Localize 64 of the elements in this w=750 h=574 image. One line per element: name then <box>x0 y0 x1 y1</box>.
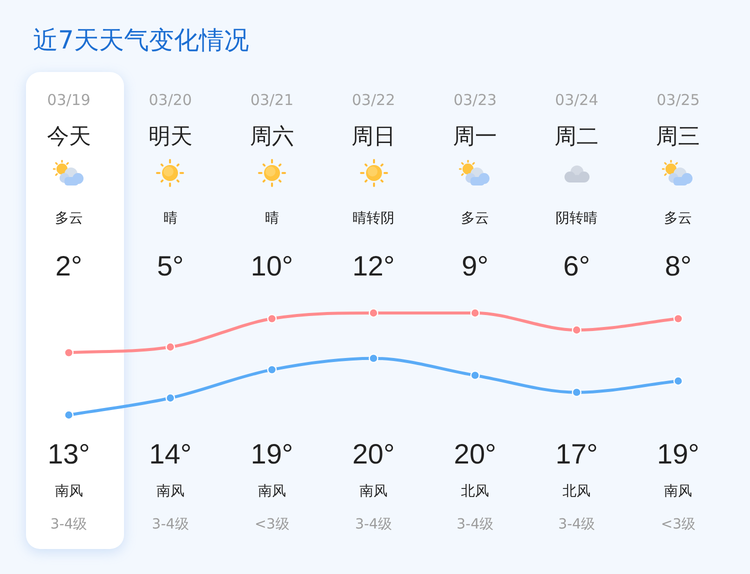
data-label: 2° <box>55 250 82 282</box>
text: 周二 <box>554 124 599 150</box>
text: 北风 <box>562 484 591 500</box>
x-tick-label: 03/21 <box>250 90 294 109</box>
data-label: 6° <box>563 250 590 282</box>
data-label: 14° <box>149 438 192 470</box>
x-tick-label: 03/22 <box>352 90 396 109</box>
point <box>368 308 378 318</box>
text: 3-4级 <box>355 516 392 533</box>
data-label: 8° <box>664 250 692 282</box>
x-tick-label: 03/25 <box>656 90 700 109</box>
data-label: 10° <box>250 250 294 282</box>
point <box>368 354 378 364</box>
data-label: 19° <box>250 438 294 470</box>
point <box>470 370 480 380</box>
text: 3-4级 <box>456 516 494 533</box>
point <box>267 314 277 324</box>
text: 多云 <box>461 210 490 227</box>
data-label: 20° <box>352 438 395 470</box>
point <box>267 364 277 374</box>
point <box>572 325 582 335</box>
text: 晴 <box>163 210 178 227</box>
text: 南风 <box>664 484 692 500</box>
point <box>166 393 176 403</box>
text: <3级 <box>660 516 696 533</box>
point <box>64 348 74 358</box>
data-label: 9° <box>462 250 488 282</box>
text: 3-4级 <box>50 516 88 533</box>
data-label: 19° <box>657 438 700 470</box>
text: 周一 <box>453 124 498 150</box>
x-tick-label: 03/20 <box>148 90 192 109</box>
x-tick-label: 03/19 <box>47 90 90 109</box>
text: 3-4级 <box>152 516 189 533</box>
text: 晴 <box>264 210 279 227</box>
data-label: 13° <box>48 438 90 470</box>
data-label: 12° <box>352 250 395 282</box>
data-label: 17° <box>555 438 598 470</box>
text: 南风 <box>360 484 388 500</box>
text: 南风 <box>258 484 286 500</box>
x-tick-label: 03/24 <box>555 90 598 109</box>
data-label: 5° <box>156 250 184 282</box>
text: 南风 <box>54 484 83 500</box>
data-label: 20° <box>454 438 496 470</box>
point <box>673 376 684 386</box>
text: 周六 <box>250 124 294 150</box>
text: 多云 <box>664 210 692 227</box>
text: 今天 <box>46 124 91 150</box>
point <box>572 388 582 398</box>
chart-title: 近7天天气变化情况 <box>33 26 249 54</box>
x-tick-label: 03/23 <box>453 90 497 109</box>
point <box>673 314 684 324</box>
text: <3级 <box>254 516 290 533</box>
text: 北风 <box>461 484 490 500</box>
text: 3-4级 <box>558 516 596 533</box>
point <box>166 342 176 352</box>
text: 多云 <box>54 210 83 227</box>
point <box>470 308 480 318</box>
text: 周日 <box>352 124 396 150</box>
text: 明天 <box>148 124 192 150</box>
point <box>64 410 74 420</box>
text: 阴转晴 <box>556 210 598 227</box>
text: 南风 <box>156 484 184 500</box>
text: 周三 <box>656 124 700 150</box>
text: 晴转阴 <box>352 210 394 227</box>
